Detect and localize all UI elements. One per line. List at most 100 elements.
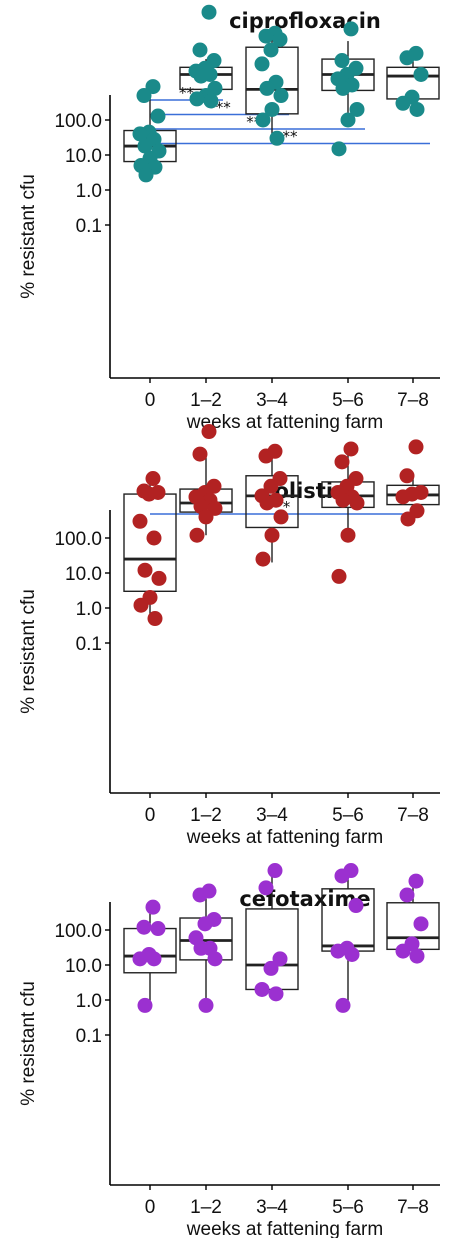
data-point [400, 511, 416, 527]
data-point [263, 478, 279, 494]
data-point [151, 570, 167, 586]
x-tick-label: 3–4 [256, 805, 288, 826]
data-point [145, 899, 161, 915]
data-point [138, 167, 154, 183]
data-point [330, 943, 346, 959]
x-axis-label: weeks at fattening farm [186, 412, 383, 433]
data-point [267, 863, 283, 879]
x-tick-label: 7–8 [397, 805, 429, 826]
data-point [408, 439, 424, 455]
data-point [272, 31, 288, 47]
data-point [395, 95, 411, 111]
data-point [340, 112, 356, 128]
x-tick-label: 3–4 [256, 1197, 288, 1218]
significance-label: * [283, 498, 291, 516]
data-point [273, 88, 289, 104]
data-point [146, 530, 162, 546]
data-point [145, 471, 161, 487]
x-tick-label: 1–2 [190, 805, 222, 826]
data-point [408, 873, 424, 889]
y-tick-label: 100.0 [54, 921, 102, 942]
y-tick-label: 0.1 [76, 634, 102, 655]
data-point [335, 80, 351, 96]
x-tick-label: 1–2 [190, 1197, 222, 1218]
data-point [198, 997, 214, 1013]
x-tick-label: 5–6 [332, 805, 364, 826]
y-axis-label: % resistant cfu [18, 589, 39, 714]
data-point [201, 4, 217, 20]
x-tick-label: 1–2 [190, 390, 222, 411]
data-point [343, 21, 359, 37]
data-point [263, 960, 279, 976]
data-point [344, 946, 360, 962]
data-point [349, 495, 365, 511]
y-tick-label: 1.0 [76, 599, 102, 620]
data-point [201, 424, 217, 440]
data-point [331, 141, 347, 157]
data-point [272, 951, 288, 967]
y-tick-label: 10.0 [65, 956, 102, 977]
x-tick-label: 3–4 [256, 390, 288, 411]
data-point [198, 509, 214, 525]
y-tick-label: 0.1 [76, 1026, 102, 1047]
y-axis-label: % resistant cfu [18, 174, 39, 299]
data-point [192, 42, 208, 58]
data-point [189, 527, 205, 543]
data-point [399, 887, 415, 903]
data-point [259, 495, 275, 511]
data-point [413, 916, 429, 932]
x-tick-label: 0 [145, 805, 156, 826]
panel-colistin: colistin*100.010.01.00.1% resistant cfu0… [18, 424, 440, 848]
significance-label: ** [283, 128, 299, 146]
data-point [273, 509, 289, 525]
data-point [192, 887, 208, 903]
y-tick-label: 100.0 [54, 111, 102, 132]
box [245, 475, 299, 529]
data-point [395, 489, 411, 505]
y-tick-label: 10.0 [65, 564, 102, 585]
y-tick-label: 1.0 [76, 991, 102, 1012]
data-point [193, 940, 209, 956]
data-point [413, 66, 429, 82]
data-point [409, 948, 425, 964]
data-point [193, 68, 209, 84]
data-point [136, 88, 152, 104]
x-tick-label: 0 [145, 1197, 156, 1218]
data-point [399, 50, 415, 66]
x-tick-label: 5–6 [332, 1197, 364, 1218]
data-point [254, 981, 270, 997]
x-tick-label: 7–8 [397, 1197, 429, 1218]
data-point [150, 921, 166, 937]
data-point [259, 80, 275, 96]
y-tick-label: 10.0 [65, 146, 102, 167]
x-axis-label: weeks at fattening farm [186, 1219, 383, 1238]
data-point [255, 551, 271, 567]
data-point [137, 138, 153, 154]
data-point [203, 93, 219, 109]
data-point [340, 527, 356, 543]
x-tick-label: 7–8 [397, 390, 429, 411]
data-point [348, 898, 364, 914]
data-point [399, 468, 415, 484]
y-axis-label: % resistant cfu [18, 981, 39, 1106]
x-tick-label: 0 [145, 390, 156, 411]
data-point [334, 868, 350, 884]
x-axis-label: weeks at fattening farm [186, 827, 383, 848]
data-point [395, 943, 411, 959]
data-point [192, 446, 208, 462]
data-point [132, 126, 148, 142]
data-point [258, 28, 274, 44]
data-point [409, 101, 425, 117]
data-point [137, 997, 153, 1013]
data-point [264, 527, 280, 543]
data-point [146, 951, 162, 967]
data-point [133, 597, 149, 613]
data-point [331, 568, 347, 584]
data-point [254, 56, 270, 72]
data-point [147, 611, 163, 627]
data-point [268, 986, 284, 1002]
data-point [335, 492, 351, 508]
data-point [197, 916, 213, 932]
data-point [258, 448, 274, 464]
